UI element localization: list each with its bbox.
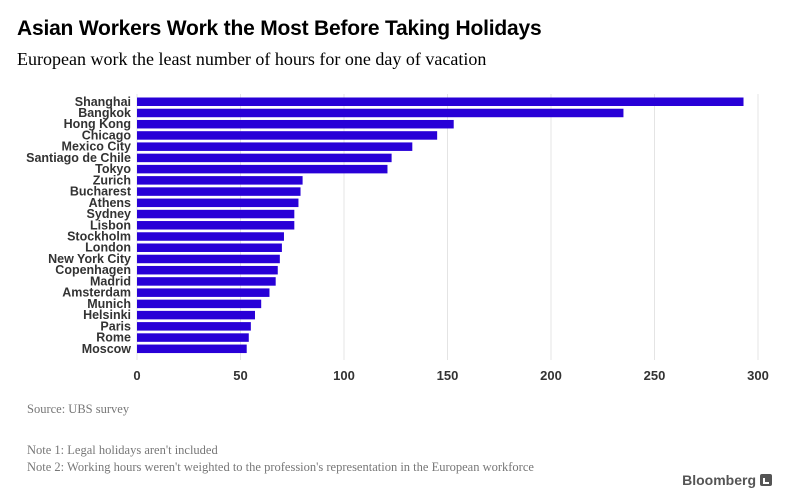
- note-1: Note 1: Legal holidays aren't included: [27, 443, 218, 457]
- bar: [137, 176, 303, 185]
- bar: [137, 322, 251, 331]
- x-tick-label: 50: [233, 368, 247, 383]
- category-label: Madrid: [90, 274, 131, 288]
- chart-icon: [760, 474, 772, 486]
- bar: [137, 131, 438, 140]
- source-note: Source: UBS survey: [27, 402, 130, 416]
- bar: [137, 344, 247, 354]
- bar: [137, 288, 270, 297]
- category-label: Rome: [96, 331, 131, 345]
- bar: [137, 198, 299, 208]
- x-tick-label: 250: [644, 368, 666, 383]
- bar: [137, 153, 392, 163]
- bar: [137, 232, 284, 241]
- category-label: Lisbon: [90, 218, 131, 232]
- note-2: Note 2: Working hours weren't weighted t…: [27, 460, 534, 474]
- bar: [137, 187, 301, 196]
- category-label: London: [85, 241, 131, 255]
- bar: [137, 277, 276, 286]
- x-tick-label: 300: [747, 368, 769, 383]
- bar: [137, 310, 255, 320]
- bar: [137, 265, 278, 275]
- category-label: Paris: [100, 319, 131, 333]
- bar: [137, 209, 295, 219]
- x-tick-label: 200: [540, 368, 562, 383]
- category-label: Athens: [89, 196, 131, 210]
- category-label: Chicago: [82, 128, 132, 142]
- bar: [137, 108, 624, 118]
- x-tick-label: 0: [133, 368, 140, 383]
- category-label: Santiago de Chile: [26, 151, 131, 165]
- x-axis-ticks: 0 50 100 150 200 250 300: [133, 368, 768, 383]
- category-label: Bucharest: [70, 185, 132, 199]
- category-label: Sydney: [87, 207, 132, 221]
- category-label: Amsterdam: [62, 286, 131, 300]
- bar: [137, 119, 454, 129]
- bar: [137, 243, 282, 252]
- x-tick-label: 150: [437, 368, 459, 383]
- bar: [137, 299, 262, 309]
- category-label: Zurich: [93, 173, 131, 187]
- category-label: Moscow: [82, 342, 132, 356]
- category-label: Bangkok: [78, 106, 131, 120]
- category-label: Munich: [87, 297, 131, 311]
- category-label: Mexico City: [62, 140, 132, 154]
- bar: [137, 164, 388, 174]
- bar: [137, 254, 280, 264]
- brand-name: Bloomberg: [682, 472, 756, 488]
- bar: [137, 97, 744, 106]
- brand-logo: Bloomberg: [682, 472, 772, 488]
- category-label: Copenhagen: [55, 263, 131, 277]
- category-label: Shanghai: [75, 95, 131, 109]
- bar: [137, 142, 413, 151]
- category-label: Tokyo: [95, 162, 131, 176]
- bar: [137, 333, 249, 342]
- category-label: Hong Kong: [64, 117, 131, 131]
- bars: [137, 97, 744, 354]
- chart-subtitle: European work the least number of hours …: [17, 49, 487, 69]
- chart-title: Asian Workers Work the Most Before Takin…: [17, 17, 542, 40]
- category-label: Stockholm: [67, 230, 131, 244]
- bar: [137, 221, 295, 230]
- category-label: Helsinki: [83, 308, 131, 322]
- x-tick-label: 100: [333, 368, 355, 383]
- category-label: New York City: [48, 252, 131, 266]
